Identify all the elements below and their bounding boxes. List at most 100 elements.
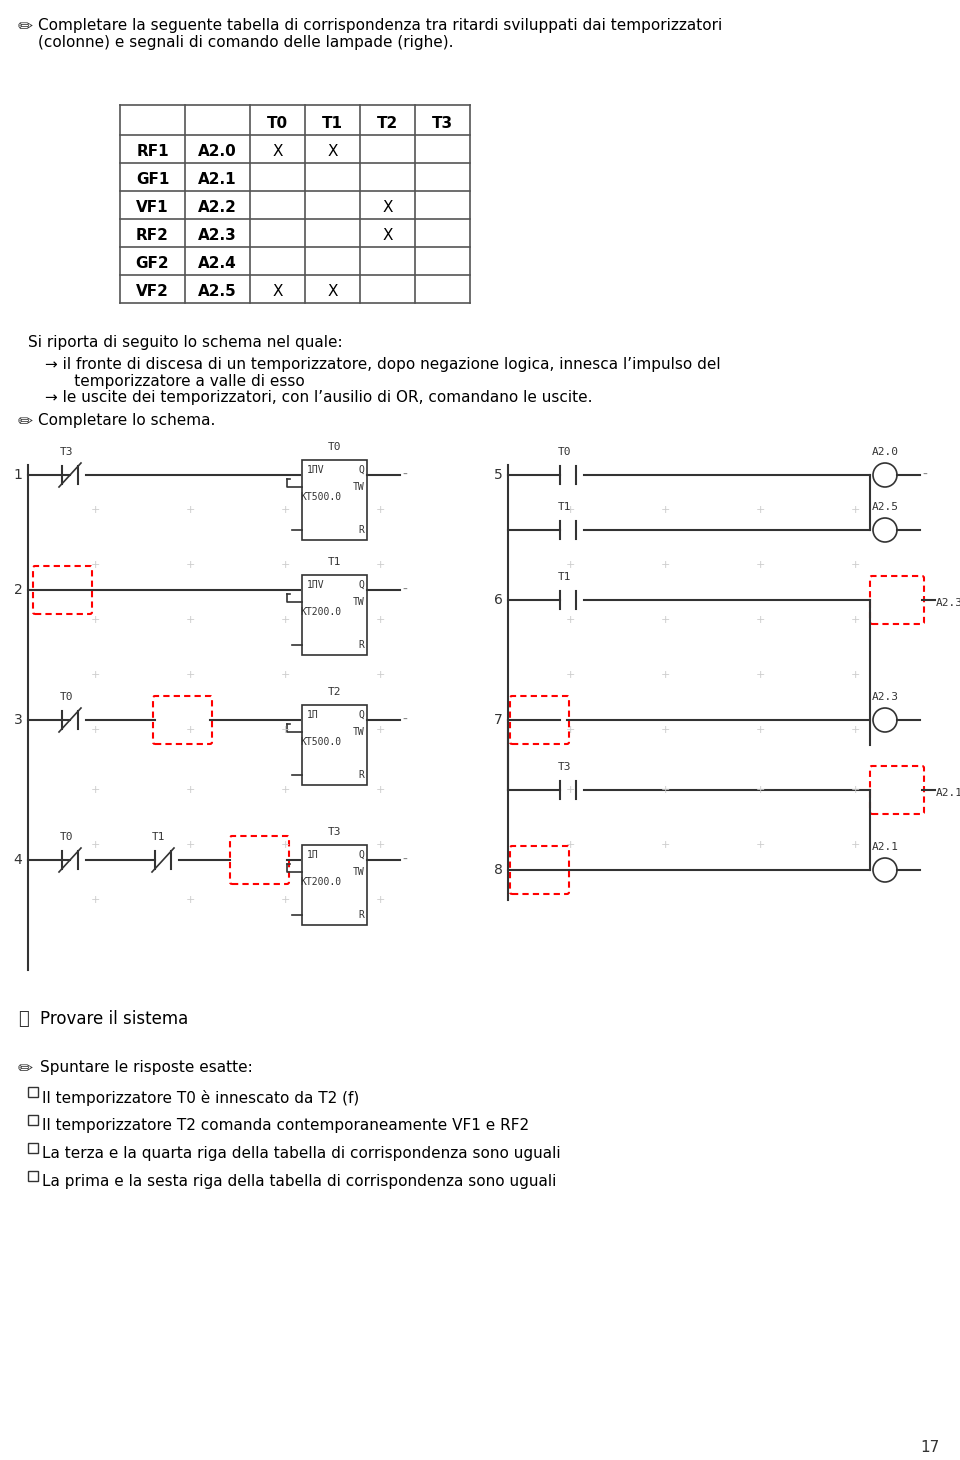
Text: +: +: [756, 505, 765, 515]
Text: T2: T2: [377, 115, 398, 130]
Text: GF1: GF1: [135, 171, 169, 187]
Text: Completare lo schema.: Completare lo schema.: [38, 413, 215, 428]
Text: TW: TW: [352, 482, 364, 492]
Text: GF2: GF2: [135, 255, 169, 270]
Text: A2.1: A2.1: [936, 788, 960, 799]
Text: 1ПV: 1ПV: [307, 580, 324, 590]
Text: +: +: [185, 726, 195, 734]
Text: +: +: [375, 615, 385, 625]
Text: +: +: [851, 785, 860, 796]
Text: VF2: VF2: [136, 283, 169, 298]
Text: T3: T3: [432, 115, 453, 130]
Text: +: +: [185, 505, 195, 515]
Text: +: +: [660, 726, 670, 734]
Text: +: +: [90, 670, 100, 680]
Text: +: +: [90, 561, 100, 569]
Text: +: +: [375, 726, 385, 734]
Text: KT500.0: KT500.0: [300, 492, 341, 502]
Text: Completare la seguente tabella di corrispondenza tra ritardi sviluppati dai temp: Completare la seguente tabella di corris…: [38, 18, 722, 51]
Bar: [302, 705, 367, 785]
Text: TW: TW: [352, 597, 364, 607]
Text: RF2: RF2: [136, 228, 169, 242]
Text: A2.1: A2.1: [872, 842, 899, 853]
Text: KT200.0: KT200.0: [300, 876, 341, 886]
Text: +: +: [851, 561, 860, 569]
Text: +: +: [280, 726, 290, 734]
FancyBboxPatch shape: [153, 696, 212, 745]
FancyBboxPatch shape: [510, 845, 569, 894]
Text: +: +: [375, 505, 385, 515]
Text: 8: 8: [493, 863, 502, 877]
Text: +: +: [90, 505, 100, 515]
Text: +: +: [660, 670, 670, 680]
Text: A2.2: A2.2: [198, 200, 237, 215]
Text: T0: T0: [60, 692, 74, 702]
Bar: [28, 1143, 38, 1153]
Text: A2.3: A2.3: [872, 692, 899, 702]
Text: -: -: [922, 469, 926, 482]
Text: X: X: [273, 143, 283, 159]
Text: → le uscite dei temporizzatori, con l’ausilio di OR, comandano le uscite.: → le uscite dei temporizzatori, con l’au…: [45, 390, 592, 404]
Text: +: +: [756, 839, 765, 850]
Text: La prima e la sesta riga della tabella di corrispondenza sono uguali: La prima e la sesta riga della tabella d…: [42, 1174, 557, 1188]
Text: Si riporta di seguito lo schema nel quale:: Si riporta di seguito lo schema nel qual…: [28, 334, 343, 350]
Text: T0: T0: [267, 115, 288, 130]
Text: 1ПV: 1ПV: [307, 464, 324, 475]
Text: X: X: [327, 283, 338, 298]
Text: -: -: [402, 583, 407, 597]
Text: T0: T0: [327, 442, 341, 453]
Text: 5: 5: [493, 469, 502, 482]
Text: ✏: ✏: [18, 18, 34, 36]
Text: +: +: [90, 615, 100, 625]
Text: 🔔: 🔔: [18, 1010, 29, 1028]
Text: R: R: [358, 769, 364, 780]
Text: A2.5: A2.5: [872, 502, 899, 512]
Text: La terza e la quarta riga della tabella di corrispondenza sono uguali: La terza e la quarta riga della tabella …: [42, 1146, 561, 1161]
Bar: [302, 845, 367, 926]
Text: A2.1: A2.1: [198, 171, 237, 187]
Text: +: +: [660, 839, 670, 850]
Text: +: +: [756, 670, 765, 680]
Text: +: +: [185, 670, 195, 680]
Bar: [28, 1171, 38, 1181]
Text: → il fronte di discesa di un temporizzatore, dopo negazione logica, innesca l’im: → il fronte di discesa di un temporizzat…: [45, 358, 721, 390]
Bar: [302, 575, 367, 656]
Text: +: +: [90, 726, 100, 734]
Text: X: X: [327, 143, 338, 159]
Text: A2.0: A2.0: [198, 143, 237, 159]
Text: +: +: [565, 615, 575, 625]
Text: +: +: [185, 785, 195, 796]
Text: +: +: [280, 615, 290, 625]
Text: ✏: ✏: [18, 1060, 34, 1077]
Text: +: +: [280, 785, 290, 796]
Bar: [302, 460, 367, 540]
Text: +: +: [280, 670, 290, 680]
Circle shape: [873, 858, 897, 882]
Text: 2: 2: [13, 583, 22, 597]
Text: RF1: RF1: [136, 143, 169, 159]
Text: -: -: [402, 469, 407, 482]
FancyBboxPatch shape: [870, 577, 924, 623]
Text: +: +: [90, 785, 100, 796]
FancyBboxPatch shape: [510, 696, 569, 745]
Text: +: +: [280, 505, 290, 515]
Text: +: +: [280, 839, 290, 850]
Text: +: +: [90, 895, 100, 905]
Text: +: +: [851, 839, 860, 850]
Text: 1: 1: [13, 469, 22, 482]
Circle shape: [873, 708, 897, 731]
Text: Il temporizzatore T0 è innescato da T2 (f): Il temporizzatore T0 è innescato da T2 (…: [42, 1091, 359, 1107]
Text: +: +: [185, 839, 195, 850]
Text: T1: T1: [558, 502, 571, 512]
Text: X: X: [382, 200, 393, 215]
Text: +: +: [660, 785, 670, 796]
Text: +: +: [90, 839, 100, 850]
Text: -: -: [402, 853, 407, 867]
Text: A2.4: A2.4: [198, 255, 237, 270]
Bar: [28, 1115, 38, 1126]
Circle shape: [873, 463, 897, 488]
Text: +: +: [280, 561, 290, 569]
Text: ✏: ✏: [18, 413, 34, 431]
Text: +: +: [756, 726, 765, 734]
Text: T1: T1: [322, 115, 343, 130]
